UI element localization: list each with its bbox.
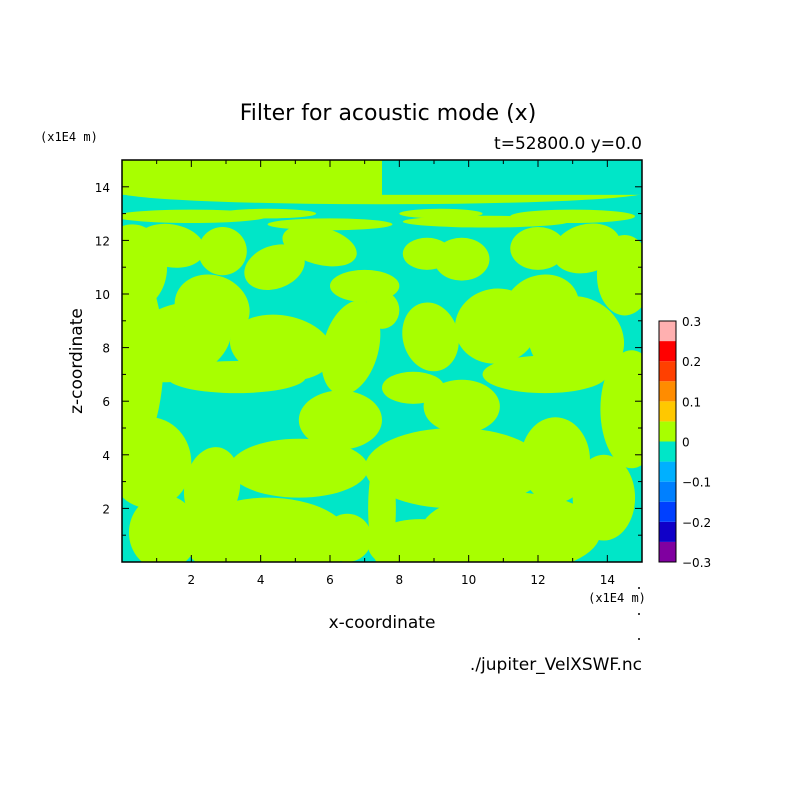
contour-region-positive — [552, 223, 621, 274]
contour-region-positive — [423, 379, 500, 434]
y-axis-label: z-coordinate — [67, 308, 87, 414]
source-file: ./jupiter_VelXSWF.nc — [470, 655, 642, 675]
x-tick-label: 4 — [257, 573, 265, 587]
contour-region-positive — [267, 218, 393, 231]
marker-dot — [638, 613, 640, 615]
colorbar-label: −0.2 — [682, 516, 711, 530]
contour-region-positive — [219, 208, 317, 219]
y-tick-label: 14 — [95, 181, 110, 195]
contour-region-positive — [572, 454, 636, 541]
x-tick-label: 14 — [600, 573, 615, 587]
contour-region-positive — [510, 209, 636, 223]
contour-region-positive — [454, 288, 538, 364]
contour-region-positive — [382, 371, 445, 404]
colorbar-swatch — [659, 541, 676, 562]
x-tick-label: 6 — [326, 573, 334, 587]
colorbar-swatch — [659, 381, 676, 402]
colorbar-swatch — [659, 521, 676, 542]
colorbar-swatch — [659, 461, 676, 482]
colorbar-label: 0.2 — [682, 355, 701, 369]
contour-region-positive — [128, 495, 199, 562]
x-axis-unit: (x1E4 m) — [588, 591, 646, 605]
y-tick-label: 12 — [95, 234, 110, 248]
contour-region-positive — [174, 274, 250, 341]
colorbar-label: 0.3 — [682, 315, 701, 329]
y-tick-label: 10 — [95, 288, 110, 302]
y-ticks: 2 4 6 8 10 12 14 — [95, 181, 642, 536]
contour-region-negative — [382, 160, 642, 195]
x-axis-label: x-coordinate — [329, 613, 436, 633]
colorbar-label: −0.3 — [682, 556, 711, 570]
plot-area — [122, 160, 642, 562]
colorbar-label: 0 — [682, 436, 690, 450]
contour-region-positive — [321, 300, 381, 395]
x-tick-label: 8 — [396, 573, 404, 587]
contour-region-positive — [510, 227, 566, 270]
x-ticks: 2 4 6 8 10 12 14 — [156, 160, 615, 587]
contour-region-positive — [183, 447, 241, 527]
chart-subtitle: t=52800.0 y=0.0 — [494, 134, 642, 154]
colorbar-labels: 0.3 0.2 0.1 0 −0.1 −0.2 −0.3 — [682, 315, 711, 570]
colorbar-swatch — [659, 421, 676, 442]
contour-region-positive — [244, 244, 305, 290]
contour-region-positive — [136, 223, 205, 268]
colorbar-swatch — [659, 361, 676, 382]
contour-region-positive — [520, 417, 590, 504]
y-axis-unit: (x1E4 m) — [40, 130, 98, 144]
contour-region-positive — [402, 302, 459, 372]
contour-region-positive — [122, 160, 382, 195]
contour-region-positive — [368, 519, 473, 562]
colorbar-label: 0.1 — [682, 395, 701, 409]
contour-region-positive — [323, 513, 372, 562]
contour-region-positive — [364, 428, 545, 509]
colorbar-swatch — [659, 441, 676, 462]
colorbar-swatch — [659, 341, 676, 362]
y-tick-label: 6 — [102, 395, 110, 409]
y-tick-label: 8 — [102, 342, 110, 356]
contour-region-positive — [229, 438, 369, 498]
contour-region-positive — [167, 361, 306, 394]
x-tick-label: 12 — [530, 573, 545, 587]
marker-dot — [638, 587, 640, 589]
contour-region-positive — [399, 208, 483, 219]
colorbar-swatch — [659, 501, 676, 522]
colorbar-swatch — [659, 321, 676, 342]
colorbar-swatch — [659, 401, 676, 422]
marker-dot — [638, 638, 640, 640]
contour-region-positive — [198, 227, 247, 276]
contour-region-positive — [600, 350, 642, 469]
x-tick-label: 10 — [461, 573, 476, 587]
chart-title: Filter for acoustic mode (x) — [240, 101, 537, 126]
plot-frame — [121, 159, 643, 563]
colorbar-label: −0.1 — [682, 476, 711, 490]
contour-region-positive — [282, 225, 357, 267]
field-contours — [122, 160, 642, 562]
contour-region-positive — [298, 390, 382, 450]
x-tick-label: 2 — [188, 573, 196, 587]
colorbar-frame — [658, 320, 677, 563]
contour-region-positive — [122, 417, 192, 509]
contour-region-positive — [402, 237, 452, 270]
y-tick-label: 4 — [102, 449, 110, 463]
colorbar-swatch — [659, 481, 676, 502]
contour-region-positive — [482, 355, 608, 394]
contour-region-positive — [364, 291, 400, 329]
y-tick-label: 2 — [102, 502, 110, 516]
colorbar — [658, 320, 677, 563]
